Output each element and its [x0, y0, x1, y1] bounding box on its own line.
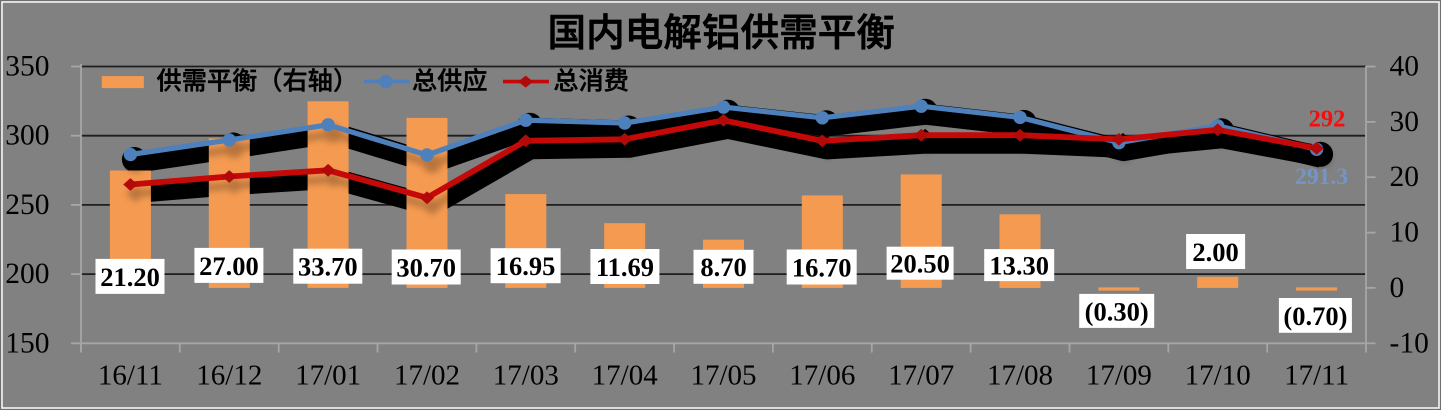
svg-text:17/02: 17/02 — [394, 360, 460, 392]
svg-text:17/09: 17/09 — [1086, 360, 1152, 392]
svg-text:(0.30): (0.30) — [1085, 296, 1149, 326]
svg-text:8.70: 8.70 — [700, 252, 746, 282]
svg-text:40: 40 — [1390, 51, 1420, 83]
svg-text:27.00: 27.00 — [199, 251, 259, 281]
svg-text:291.3: 291.3 — [1295, 164, 1348, 190]
svg-text:20.50: 20.50 — [890, 249, 950, 279]
svg-text:10: 10 — [1390, 217, 1420, 249]
svg-text:33.70: 33.70 — [298, 252, 358, 282]
svg-text:150: 150 — [5, 327, 49, 359]
svg-text:16.70: 16.70 — [792, 252, 852, 282]
svg-text:20: 20 — [1390, 161, 1420, 193]
svg-text:17/07: 17/07 — [888, 360, 954, 392]
svg-text:17/10: 17/10 — [1185, 360, 1251, 392]
svg-text:(0.70): (0.70) — [1283, 301, 1347, 331]
svg-text:17/05: 17/05 — [690, 360, 756, 392]
svg-text:17/06: 17/06 — [789, 360, 855, 392]
svg-text:30: 30 — [1390, 106, 1420, 138]
svg-text:350: 350 — [5, 51, 49, 83]
svg-text:300: 300 — [5, 120, 49, 152]
svg-text:21.20: 21.20 — [100, 262, 160, 292]
svg-text:17/08: 17/08 — [987, 360, 1053, 392]
svg-text:2.00: 2.00 — [1192, 237, 1238, 267]
svg-text:13.30: 13.30 — [989, 251, 1049, 281]
svg-text:17/04: 17/04 — [592, 360, 659, 392]
svg-text:11.69: 11.69 — [596, 252, 654, 282]
svg-text:16/11: 16/11 — [98, 360, 163, 392]
svg-text:0: 0 — [1390, 272, 1405, 304]
svg-text:16.95: 16.95 — [496, 251, 556, 281]
svg-text:30.70: 30.70 — [396, 252, 456, 282]
svg-text:17/11: 17/11 — [1284, 360, 1349, 392]
svg-text:250: 250 — [5, 189, 49, 221]
svg-text:16/12: 16/12 — [196, 360, 262, 392]
svg-text:17/01: 17/01 — [295, 360, 361, 392]
svg-text:200: 200 — [5, 258, 49, 290]
svg-text:-10: -10 — [1390, 327, 1429, 359]
svg-text:292: 292 — [1309, 106, 1346, 133]
svg-text:17/03: 17/03 — [493, 360, 559, 392]
